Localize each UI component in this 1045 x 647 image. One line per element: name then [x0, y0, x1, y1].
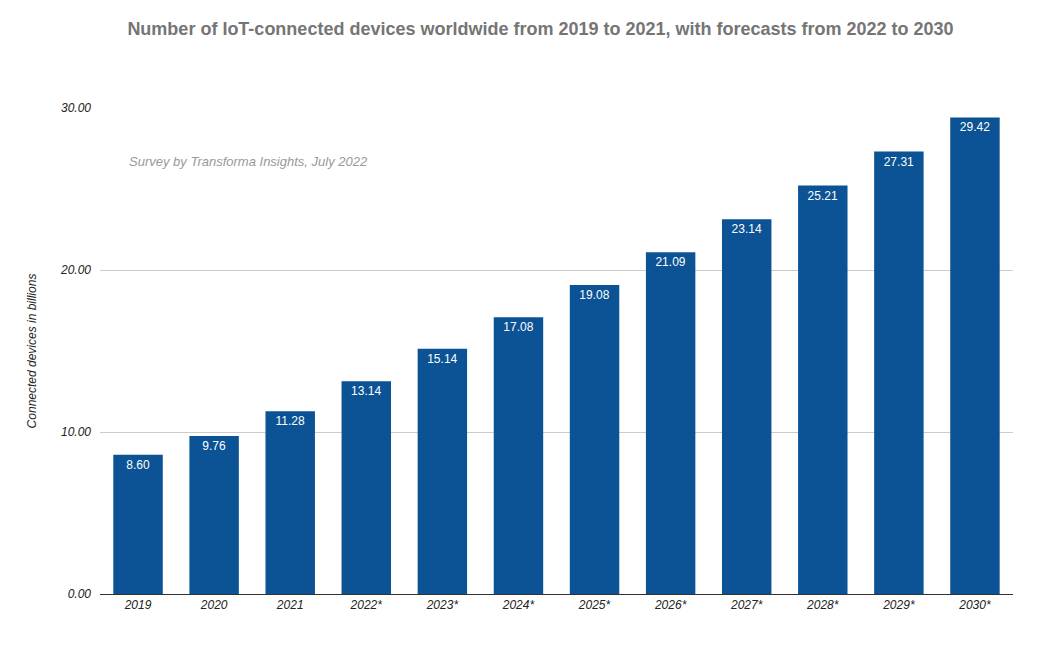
svg-text:Survey by Transforma Insights,: Survey by Transforma Insights, July 2022	[129, 154, 368, 169]
svg-text:2024*: 2024*	[502, 598, 535, 612]
svg-text:15.14: 15.14	[427, 352, 457, 366]
svg-text:2027*: 2027*	[730, 598, 763, 612]
svg-text:2023*: 2023*	[426, 598, 459, 612]
svg-text:2029*: 2029*	[882, 598, 915, 612]
svg-text:Connected devices in billions: Connected devices in billions	[25, 274, 39, 429]
svg-text:2030*: 2030*	[958, 598, 991, 612]
svg-text:25.21: 25.21	[808, 189, 838, 203]
svg-text:Number of IoT-connected device: Number of IoT-connected devices worldwid…	[127, 19, 953, 39]
svg-text:29.42: 29.42	[960, 120, 990, 134]
svg-text:27.31: 27.31	[884, 155, 914, 169]
svg-text:2022*: 2022*	[350, 598, 383, 612]
svg-text:2021: 2021	[276, 598, 304, 612]
svg-text:8.60: 8.60	[126, 458, 150, 472]
svg-text:9.76: 9.76	[202, 439, 226, 453]
svg-text:30.00: 30.00	[61, 101, 91, 115]
svg-text:17.08: 17.08	[503, 320, 533, 334]
svg-text:2020: 2020	[200, 598, 228, 612]
svg-text:20.00: 20.00	[60, 263, 91, 277]
svg-text:23.14: 23.14	[732, 222, 762, 236]
svg-text:2025*: 2025*	[578, 598, 611, 612]
svg-text:10.00: 10.00	[61, 425, 91, 439]
svg-text:0.00: 0.00	[68, 587, 92, 601]
svg-text:2019: 2019	[124, 598, 152, 612]
svg-text:11.28: 11.28	[275, 414, 304, 428]
svg-text:21.09: 21.09	[655, 255, 685, 269]
svg-text:19.08: 19.08	[579, 288, 609, 302]
svg-text:2028*: 2028*	[806, 598, 839, 612]
svg-text:2026*: 2026*	[654, 598, 687, 612]
svg-text:13.14: 13.14	[351, 384, 381, 398]
